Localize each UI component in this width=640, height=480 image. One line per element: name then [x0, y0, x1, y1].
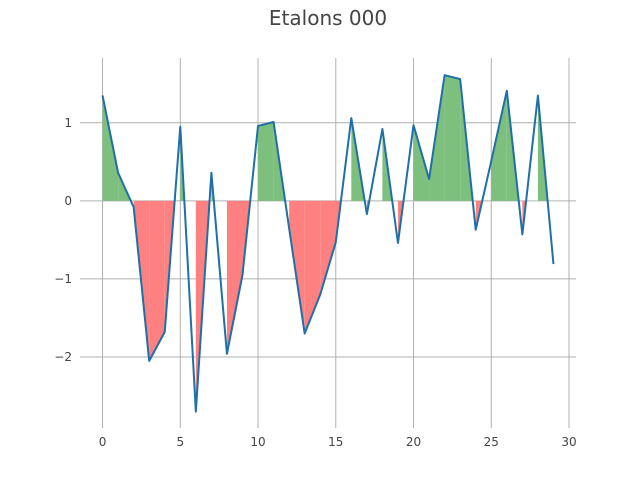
data-point	[459, 78, 461, 80]
data-point	[537, 94, 539, 96]
data-point	[490, 160, 492, 162]
y-tick-label: −2	[54, 350, 72, 364]
data-point	[273, 121, 275, 123]
data-point	[288, 227, 290, 229]
data-point	[304, 333, 306, 335]
data-point	[210, 172, 212, 174]
chart-title: Etalons 000	[269, 6, 387, 30]
positive-fill-segment	[258, 122, 274, 201]
x-tick-label: 15	[328, 435, 343, 449]
positive-fill-segment	[413, 125, 430, 201]
data-point	[381, 128, 383, 130]
data-point	[366, 213, 368, 215]
data-point	[444, 74, 446, 76]
series-line	[101, 74, 555, 413]
x-tick-label: 10	[250, 435, 265, 449]
y-tick-label: 1	[64, 116, 72, 130]
data-point	[148, 360, 150, 362]
data-point	[350, 117, 352, 119]
data-point	[164, 331, 166, 333]
x-tick-label: 30	[561, 435, 576, 449]
x-tick-label: 20	[406, 435, 421, 449]
data-point	[117, 172, 119, 174]
y-tick-label: −1	[54, 272, 72, 286]
data-point	[102, 94, 104, 96]
positive-fill-segment	[444, 75, 461, 201]
data-point	[319, 294, 321, 296]
data-point	[506, 90, 508, 92]
data-point	[257, 125, 259, 127]
data-point	[195, 411, 197, 413]
data-point	[521, 233, 523, 235]
data-point	[335, 241, 337, 243]
y-tick-label: 0	[64, 194, 72, 208]
data-point	[397, 242, 399, 244]
x-tick-label: 0	[99, 435, 107, 449]
tick-layer: 0 5 10 15 20 25 30 −2 −1 0 1	[54, 116, 576, 449]
data-point	[241, 274, 243, 276]
data-point	[133, 206, 135, 208]
data-point	[475, 229, 477, 231]
fill-layer	[102, 75, 548, 412]
data-point	[428, 178, 430, 180]
x-tick-label: 5	[176, 435, 184, 449]
negative-fill-segment	[149, 200, 165, 361]
positive-fill-segment	[491, 90, 507, 201]
data-point	[552, 263, 554, 265]
negative-fill-segment	[320, 200, 336, 295]
data-point	[226, 353, 228, 355]
data-point	[179, 126, 181, 128]
x-tick-label: 25	[484, 435, 499, 449]
line-layer	[101, 74, 555, 413]
data-point	[413, 124, 415, 126]
positive-fill-segment	[102, 95, 119, 201]
negative-fill-segment	[304, 200, 321, 334]
negative-fill-segment	[226, 200, 243, 354]
